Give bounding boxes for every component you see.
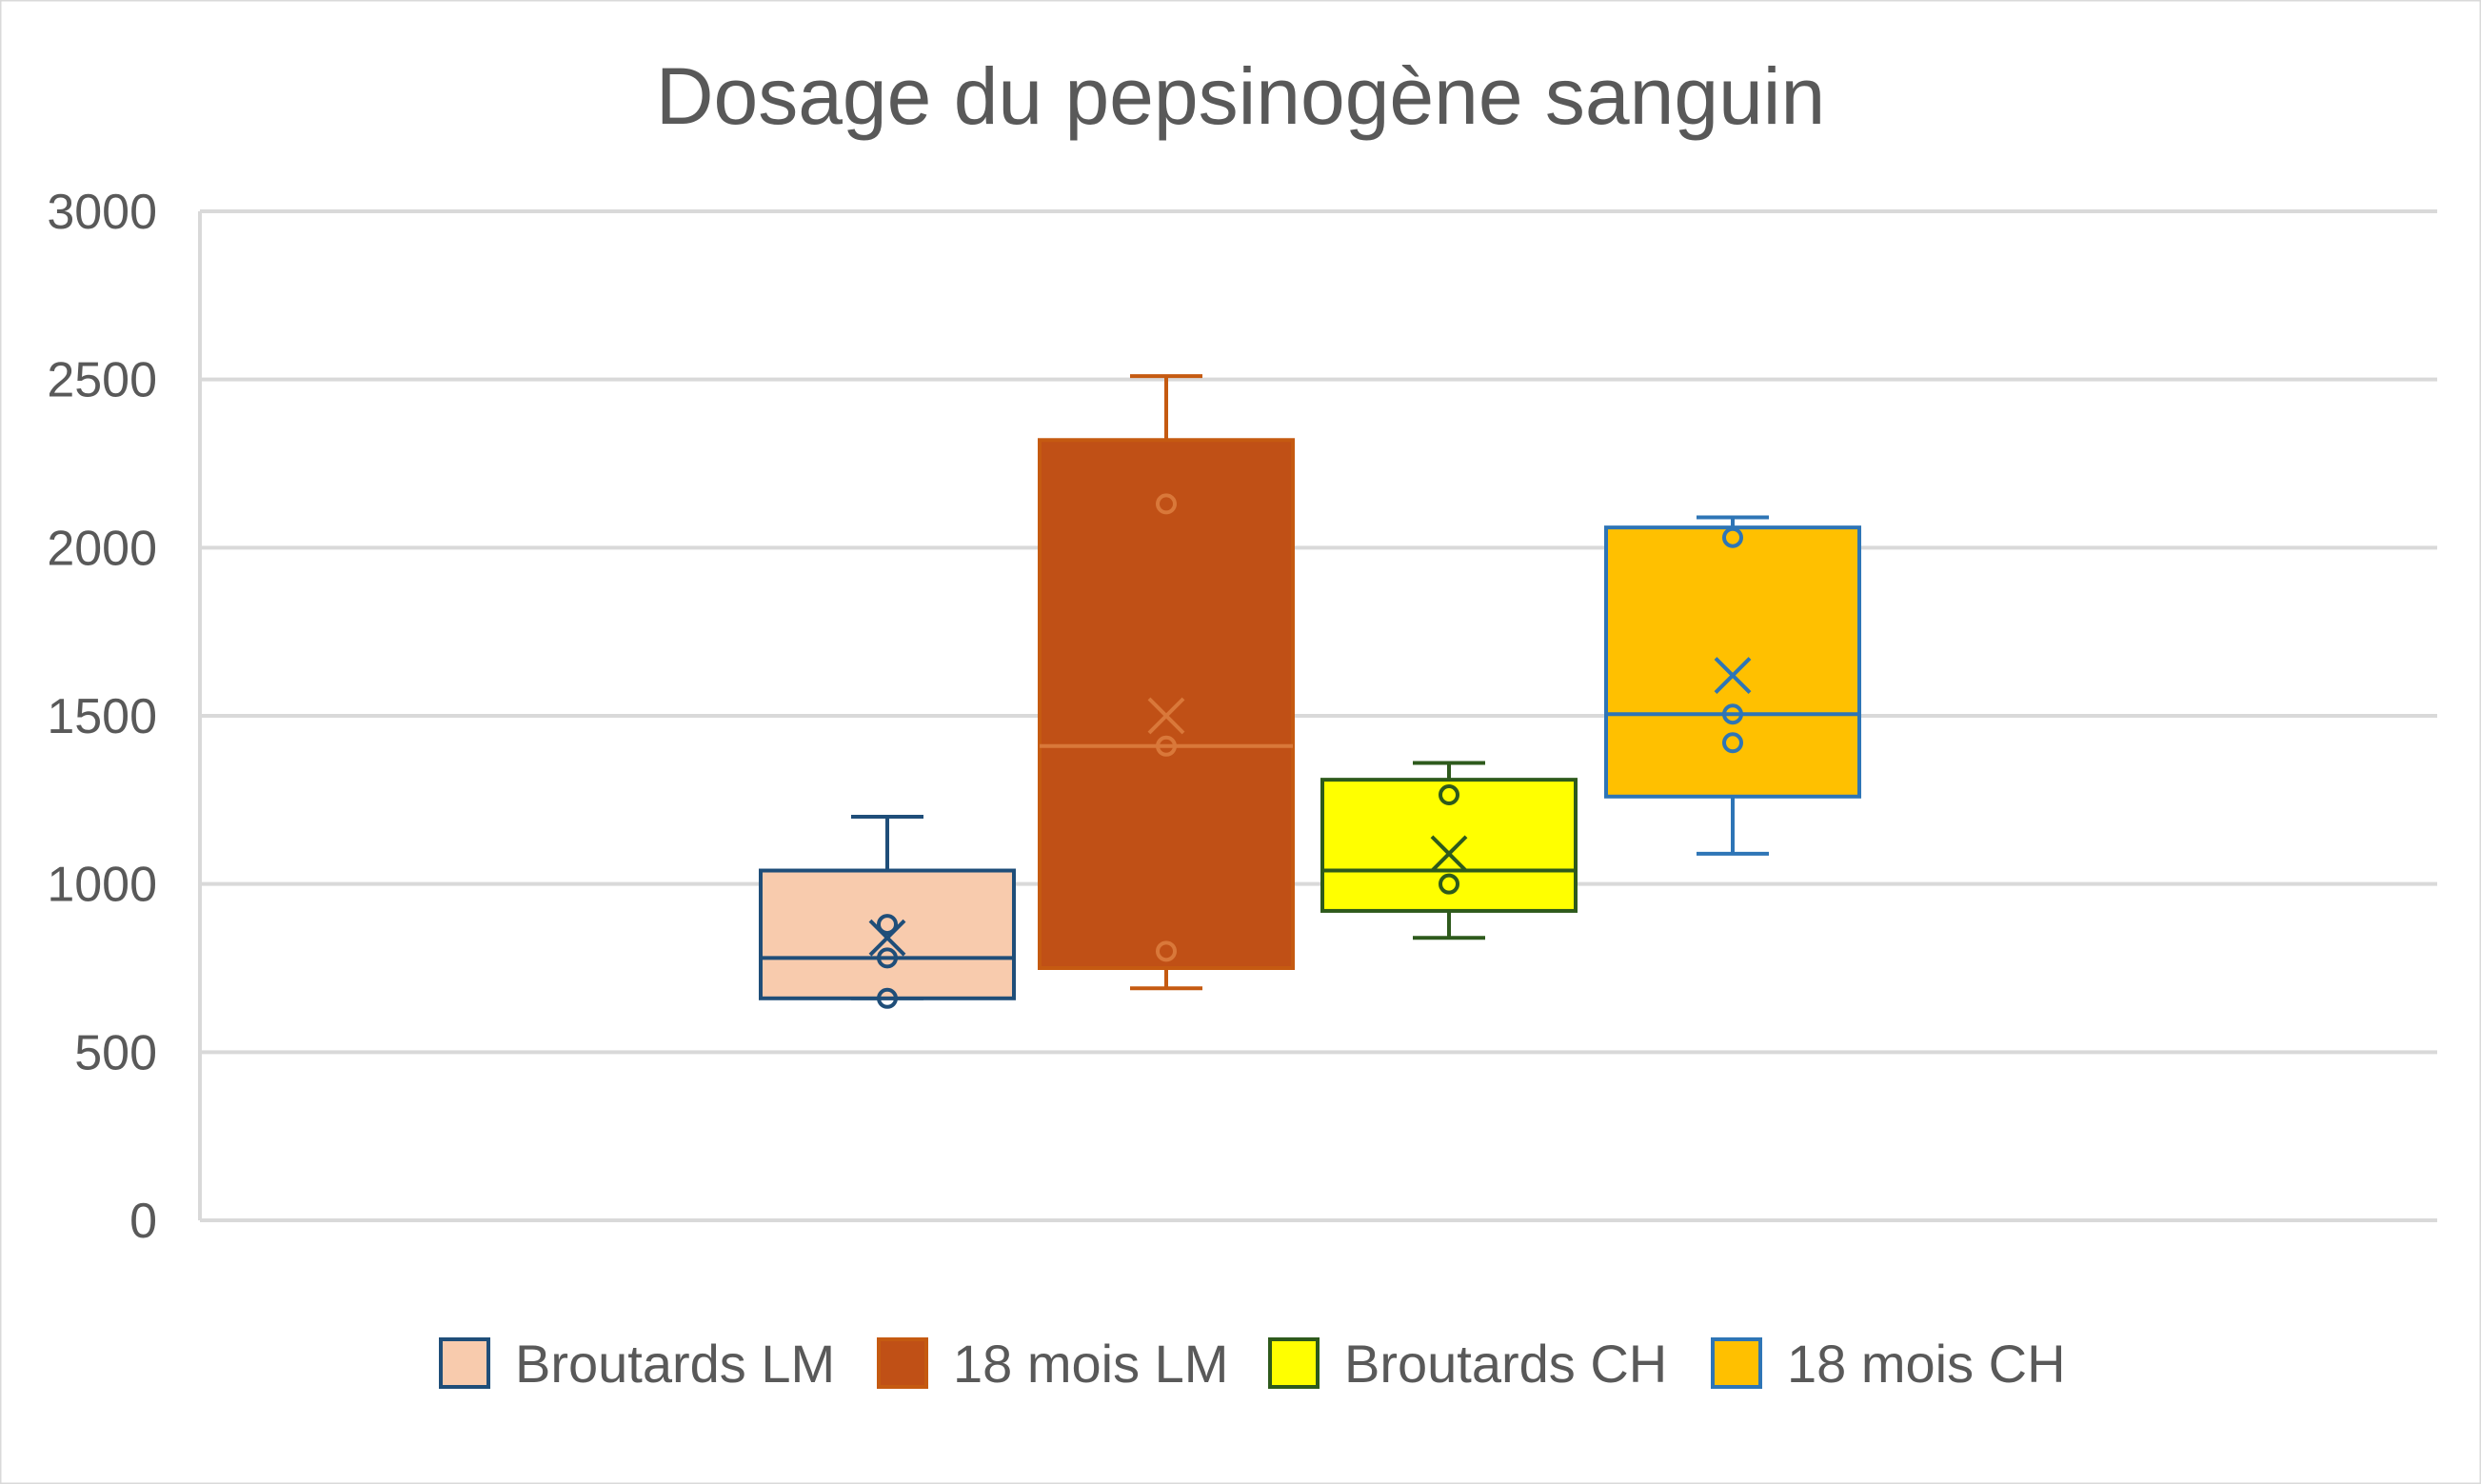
data-point [1722,526,1743,548]
data-point [877,987,898,1009]
data-point [1439,873,1459,895]
y-tick-label-500: 500 [74,1025,157,1080]
data-point [1722,732,1743,754]
y-tick-label-1000: 1000 [47,858,157,913]
legend-swatch [439,1337,490,1389]
data-point [1439,784,1459,806]
y-tick-label-2000: 2000 [47,521,157,576]
y-tick-label-3000: 3000 [47,185,157,240]
legend-label: Broutards CH [1344,1334,1667,1394]
gridlines [200,209,2437,1222]
data-point [877,914,898,936]
data-point [1156,493,1177,515]
box-3 [1320,761,1578,940]
legend-label: Broutards LM [515,1334,835,1394]
legend-label: 18 mois LM [953,1334,1228,1394]
legend-item-2: 18 mois LM [877,1334,1228,1394]
legend-item-3: Broutards CH [1268,1334,1667,1394]
legend-item-1: Broutards LM [439,1334,835,1394]
mean-marker-b [1714,657,1752,695]
y-tick-label-2500: 2500 [47,353,157,408]
legend-swatch [1711,1337,1762,1389]
data-point [1722,703,1743,725]
mean-marker-b [1147,697,1185,735]
mean-marker-b [868,919,906,957]
data-point [1156,735,1177,757]
box-2 [1038,374,1295,991]
legend: Broutards LM 18 mois LM Broutards CH 18 moi… [439,1334,2066,1394]
data-point [1156,940,1177,962]
legend-swatch [1268,1337,1320,1389]
box-1 [759,815,1016,1009]
legend-swatch [877,1337,928,1389]
data-point [877,947,898,969]
box-rect [1038,438,1295,970]
chart-title: Dosage du pepsinogène sanguin [656,51,1825,141]
box-series [759,374,1861,1009]
legend-label: 18 mois CH [1787,1334,2066,1394]
y-tick-label-0: 0 [129,1194,157,1249]
box-rect [1604,525,1861,799]
box-4 [1604,515,1861,856]
y-axis: 0 500 1000 1500 2000 2500 3000 [47,185,202,1249]
legend-item-4: 18 mois CH [1711,1334,2066,1394]
y-tick-label-1500: 1500 [47,689,157,744]
mean-marker-b [1430,835,1468,873]
